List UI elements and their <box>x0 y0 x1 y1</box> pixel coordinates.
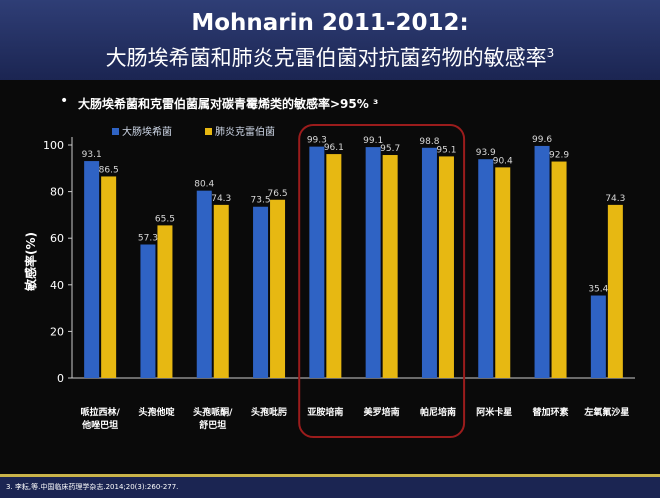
bar <box>101 176 117 378</box>
x-category-label: 头孢哌酮/ <box>193 406 233 418</box>
x-category-label: 亚胺培南 <box>307 406 343 418</box>
x-category-label: 左氧氟沙星 <box>583 406 629 418</box>
bullet-text: 大肠埃希菌和克雷伯菌属对碳青霉烯类的敏感率>95% ³ <box>78 97 379 111</box>
x-category-label: 替加环素 <box>533 406 569 418</box>
bar <box>157 225 173 378</box>
bullet-dot-icon: • <box>60 93 69 109</box>
bar <box>309 146 325 378</box>
bar-value-label: 86.5 <box>99 165 119 175</box>
bar-value-label: 74.3 <box>211 194 231 204</box>
bar <box>438 156 454 378</box>
bar-value-label: 99.1 <box>363 136 383 146</box>
bar-value-label: 90.4 <box>493 156 513 166</box>
x-category-label: 美罗培南 <box>364 406 400 418</box>
bar <box>84 161 100 378</box>
y-axis-label: 敏感率(%) <box>23 232 38 292</box>
footer-bar: 3. 李耘,等.中国临床药理学杂志.2014;20(3):260-277. <box>0 474 660 498</box>
bar <box>478 159 494 378</box>
y-tick-label: 80 <box>50 186 64 199</box>
bar <box>607 204 623 378</box>
bar-value-label: 92.9 <box>549 151 569 161</box>
legend-label: 肺炎克雷伯菌 <box>215 125 275 138</box>
subtitle-reference: 3 <box>546 46 555 60</box>
bar-value-label: 76.5 <box>268 189 288 199</box>
x-category-label: 头孢他啶 <box>138 406 174 418</box>
bar <box>196 190 212 378</box>
bar <box>590 295 606 378</box>
bar <box>140 244 156 378</box>
subtitle-text: 大肠埃希菌和肺炎克雷伯菌对抗菌药物的敏感率 <box>105 46 547 70</box>
bar <box>253 206 269 378</box>
bar-value-label: 73.5 <box>251 196 271 206</box>
y-tick-label: 0 <box>57 372 64 385</box>
title-banner: Mohnarin 2011-2012: 大肠埃希菌和肺炎克雷伯菌对抗菌药物的敏感… <box>0 0 660 80</box>
x-category-label: 头孢吡肟 <box>251 406 287 418</box>
legend-label: 大肠埃希菌 <box>122 125 172 138</box>
legend-swatch <box>112 128 119 135</box>
bar-value-label: 95.7 <box>380 144 400 154</box>
y-tick-label: 60 <box>50 232 64 245</box>
bar-value-label: 80.4 <box>194 180 214 190</box>
bar <box>365 147 381 378</box>
bar-value-label: 35.4 <box>588 285 608 295</box>
x-category-label: 帕尼培南 <box>420 406 456 418</box>
bar <box>421 147 437 378</box>
bar-value-label: 74.3 <box>605 194 625 204</box>
bar <box>495 167 511 378</box>
bar-value-label: 93.9 <box>476 148 496 158</box>
bar-value-label: 57.3 <box>138 233 158 243</box>
bar <box>382 155 398 378</box>
bar-value-label: 99.3 <box>307 136 327 146</box>
x-category-label: 阿米卡星 <box>476 406 512 418</box>
bar-value-label: 98.8 <box>419 137 439 147</box>
highlight-box <box>298 124 466 438</box>
x-category-label: 哌拉西林/ <box>81 406 121 418</box>
bar <box>213 204 229 378</box>
bar-value-label: 96.1 <box>324 143 344 153</box>
bar <box>551 161 567 378</box>
bar <box>534 145 550 378</box>
y-tick-label: 20 <box>50 325 64 338</box>
y-tick-label: 40 <box>50 279 64 292</box>
bar-value-label: 99.6 <box>532 135 552 145</box>
bar <box>326 154 342 378</box>
x-category-label: 舒巴坦 <box>199 419 226 431</box>
x-category-label: 他唑巴坦 <box>81 419 118 431</box>
legend-swatch <box>205 128 212 135</box>
slide-title: Mohnarin 2011-2012: <box>191 10 469 36</box>
footer-reference: 3. 李耘,等.中国临床药理学杂志.2014;20(3):260-277. <box>6 483 179 491</box>
bar <box>270 199 286 378</box>
bar-value-label: 93.1 <box>82 150 102 160</box>
y-tick-label: 100 <box>43 139 64 152</box>
bar-chart: 0 20 40 60 80 100 敏感率(%) 大肠埃希菌 肺炎克雷伯菌 93.1 86.5 哌拉西… <box>23 124 635 438</box>
bar-value-label: 95.1 <box>436 145 456 155</box>
slide-subtitle: 大肠埃希菌和肺炎克雷伯菌对抗菌药物的敏感率3 <box>0 42 660 72</box>
bar-value-label: 65.5 <box>155 214 175 224</box>
